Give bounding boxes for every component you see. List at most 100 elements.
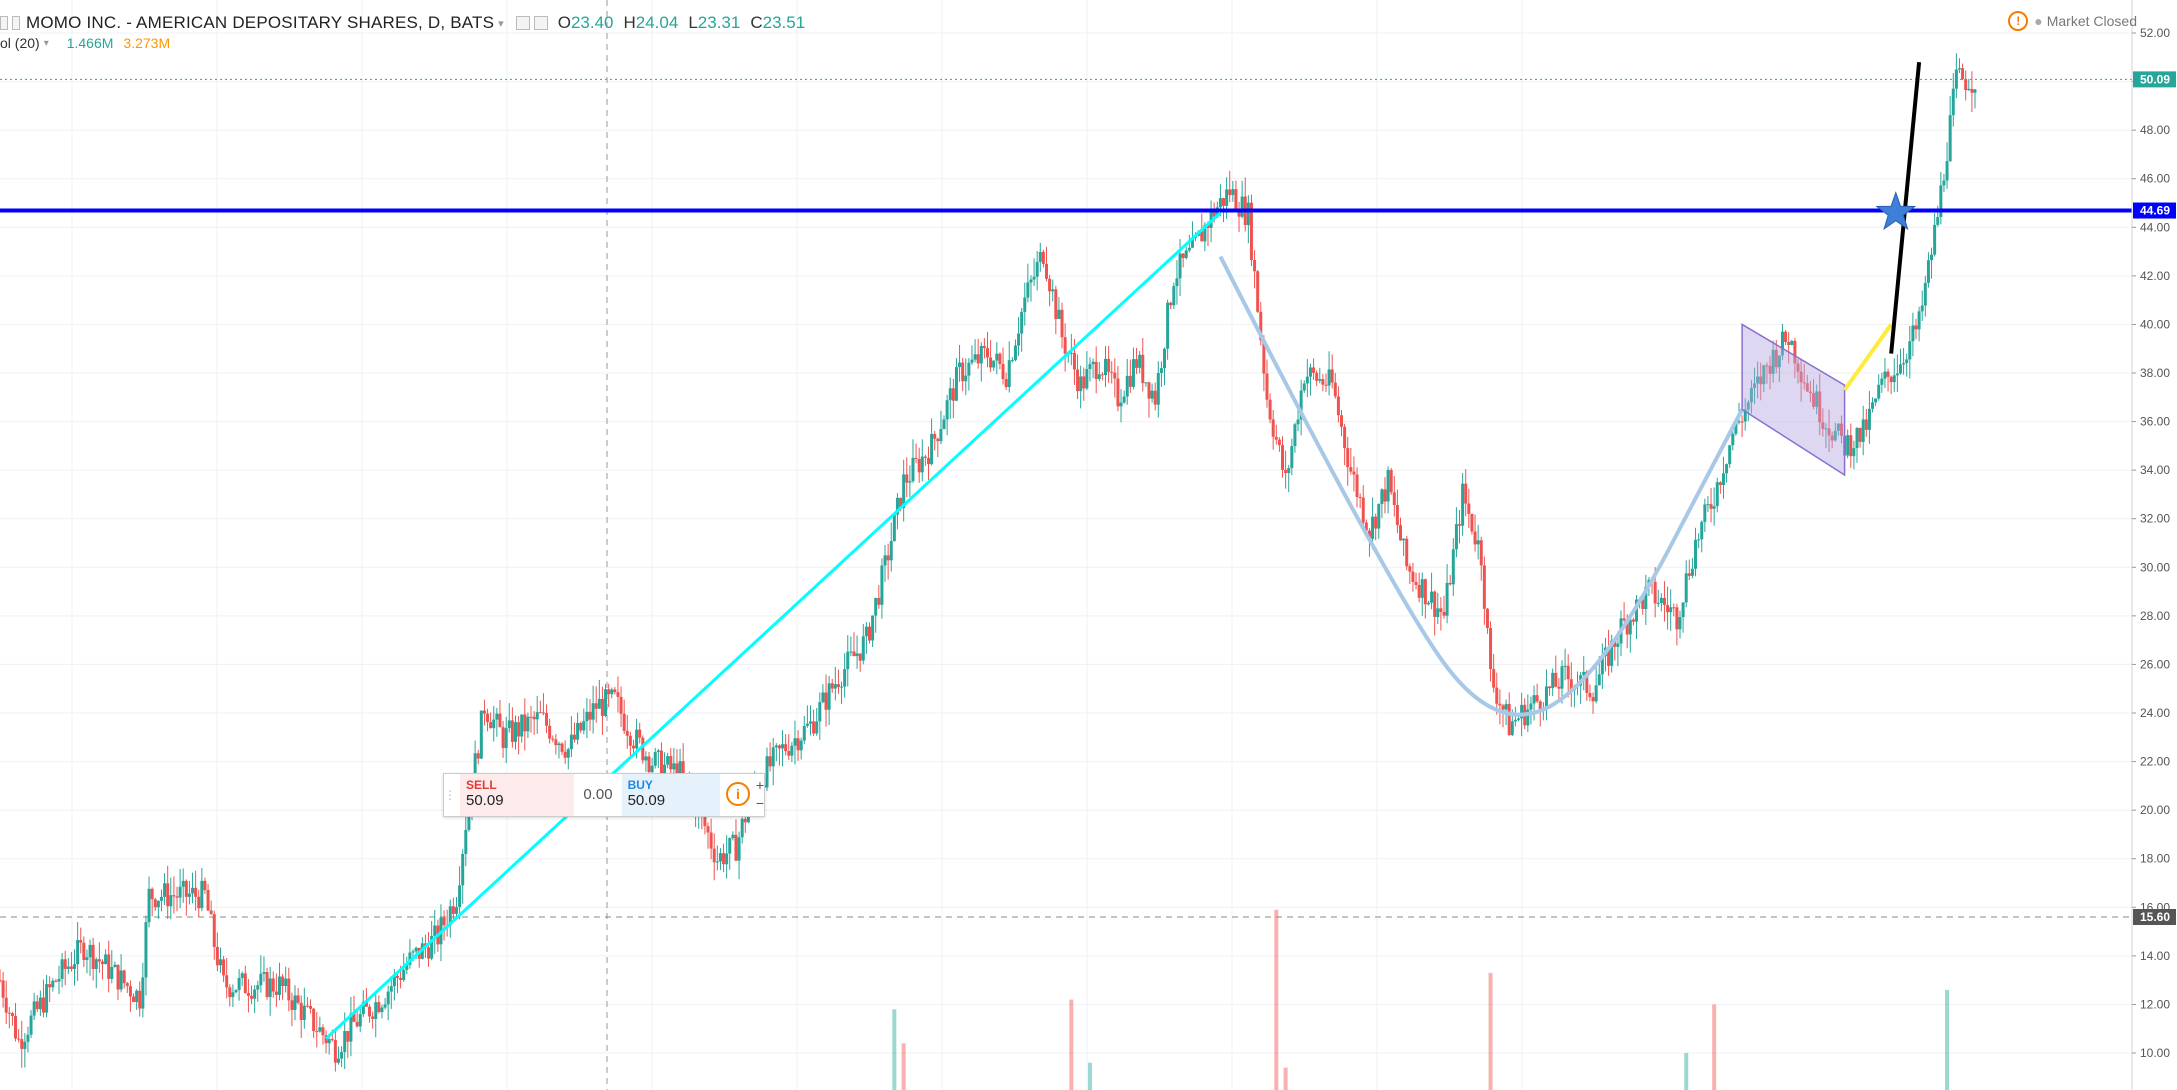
candle-body [380,1007,384,1013]
candle-body [1426,602,1430,605]
candle-body [237,977,241,990]
volume-bar [892,1009,897,1090]
candle-body [17,1038,21,1040]
candle-body [1377,504,1381,529]
candle-body [1771,349,1775,374]
candle-body [1451,549,1455,585]
candle-body [818,702,822,722]
candle-body [607,689,611,695]
candle-body [1625,620,1629,635]
candle-body [510,720,514,742]
candle-body [209,910,213,915]
symbol-title[interactable]: MOMO INC. - AMERICAN DEPOSITARY SHARES, … [26,13,495,32]
candle-body [132,996,136,1003]
candle-body [284,978,288,987]
market-status[interactable]: ! ● Market Closed [2008,11,2137,31]
candle-body [1796,363,1800,372]
breakout-line [1842,323,1893,392]
collapse-icon[interactable] [0,16,8,30]
candle-body [1479,540,1483,566]
chevron-down-icon[interactable]: ▾ [498,17,504,30]
candle-body [917,459,921,473]
volume-label[interactable]: ol (20) [0,35,40,51]
candle-body [579,722,583,731]
candle-body [128,986,132,997]
flag-icon[interactable] [12,16,20,30]
candle-body [1153,390,1157,405]
tick-label: 14.00 [2140,949,2170,963]
candle-body [1501,705,1505,710]
candle-body [1898,364,1902,374]
buy-button[interactable]: BUY 50.09 [621,774,721,816]
price-axis[interactable]: 52.0050.0048.0046.0044.0042.0040.0038.00… [2131,0,2177,1090]
tick-label: 44.00 [2140,220,2170,234]
minus-icon[interactable]: − [755,795,764,811]
candle-body [1756,376,1760,384]
candlestick-series [0,53,1977,1072]
candle-body [1600,656,1604,675]
candle-body [805,723,809,726]
candle-body [740,818,744,838]
candle-body [1392,492,1396,506]
candle-body [358,1014,362,1027]
close-icon[interactable] [533,16,548,30]
candle-body [650,765,654,772]
candle-body [669,756,673,770]
candle-body [1222,198,1226,206]
candle-body [1367,530,1371,539]
candle-body [1715,482,1719,507]
close-label: C [750,13,763,32]
candle-body [737,837,741,861]
candle-body [1846,435,1850,456]
candle-body [85,957,89,961]
candle-body [895,497,899,515]
drawing-tools[interactable] [0,61,2132,1040]
candle-body [1172,286,1176,306]
candle-body [1737,421,1741,423]
candle-body [591,703,595,720]
candle-body [1119,402,1123,407]
candle-body [1703,504,1707,522]
candle-body [517,722,521,737]
quantity-stepper[interactable]: + − [756,774,764,816]
candle-body [364,1001,368,1007]
candle-body [442,917,446,926]
candle-body [1430,591,1434,603]
candle-body [1712,506,1716,509]
sell-button[interactable]: SELL 50.09 [460,774,575,816]
buy-price: 50.09 [627,792,666,809]
candle-body [771,747,775,767]
candle-body [722,853,726,865]
settings-icon[interactable] [515,16,530,30]
volume-ma-value: 3.273M [123,35,171,51]
candle-body [827,683,831,710]
candle-body [1538,701,1542,711]
candle-body [1597,674,1601,686]
candle-body [1973,89,1977,93]
price-label: 44.69 [2140,204,2170,218]
candle-body [840,686,844,688]
chevron-down-icon[interactable]: ▾ [43,37,49,49]
candle-body [479,710,483,759]
candle-body [1333,382,1337,397]
candle-body [1936,217,1940,225]
candle-body [113,964,117,967]
candle-body [259,973,263,986]
candle-body [32,1001,36,1016]
candle-body [163,883,167,897]
candle-body [225,975,229,988]
candle-body [256,985,260,990]
drag-handle-icon[interactable]: ⋮⋮ [444,788,468,802]
candle-body [653,752,657,766]
candle-body [1445,582,1449,616]
candle-body [1526,709,1530,726]
candle-body [1262,340,1266,374]
candle-body [1933,224,1937,255]
candle-body [1125,375,1129,397]
plus-icon[interactable]: + [755,777,764,793]
info-icon[interactable]: i [726,782,750,806]
market-status-text: Market Closed [2046,13,2137,29]
candle-body [635,729,639,749]
candle-body [1920,305,1924,312]
